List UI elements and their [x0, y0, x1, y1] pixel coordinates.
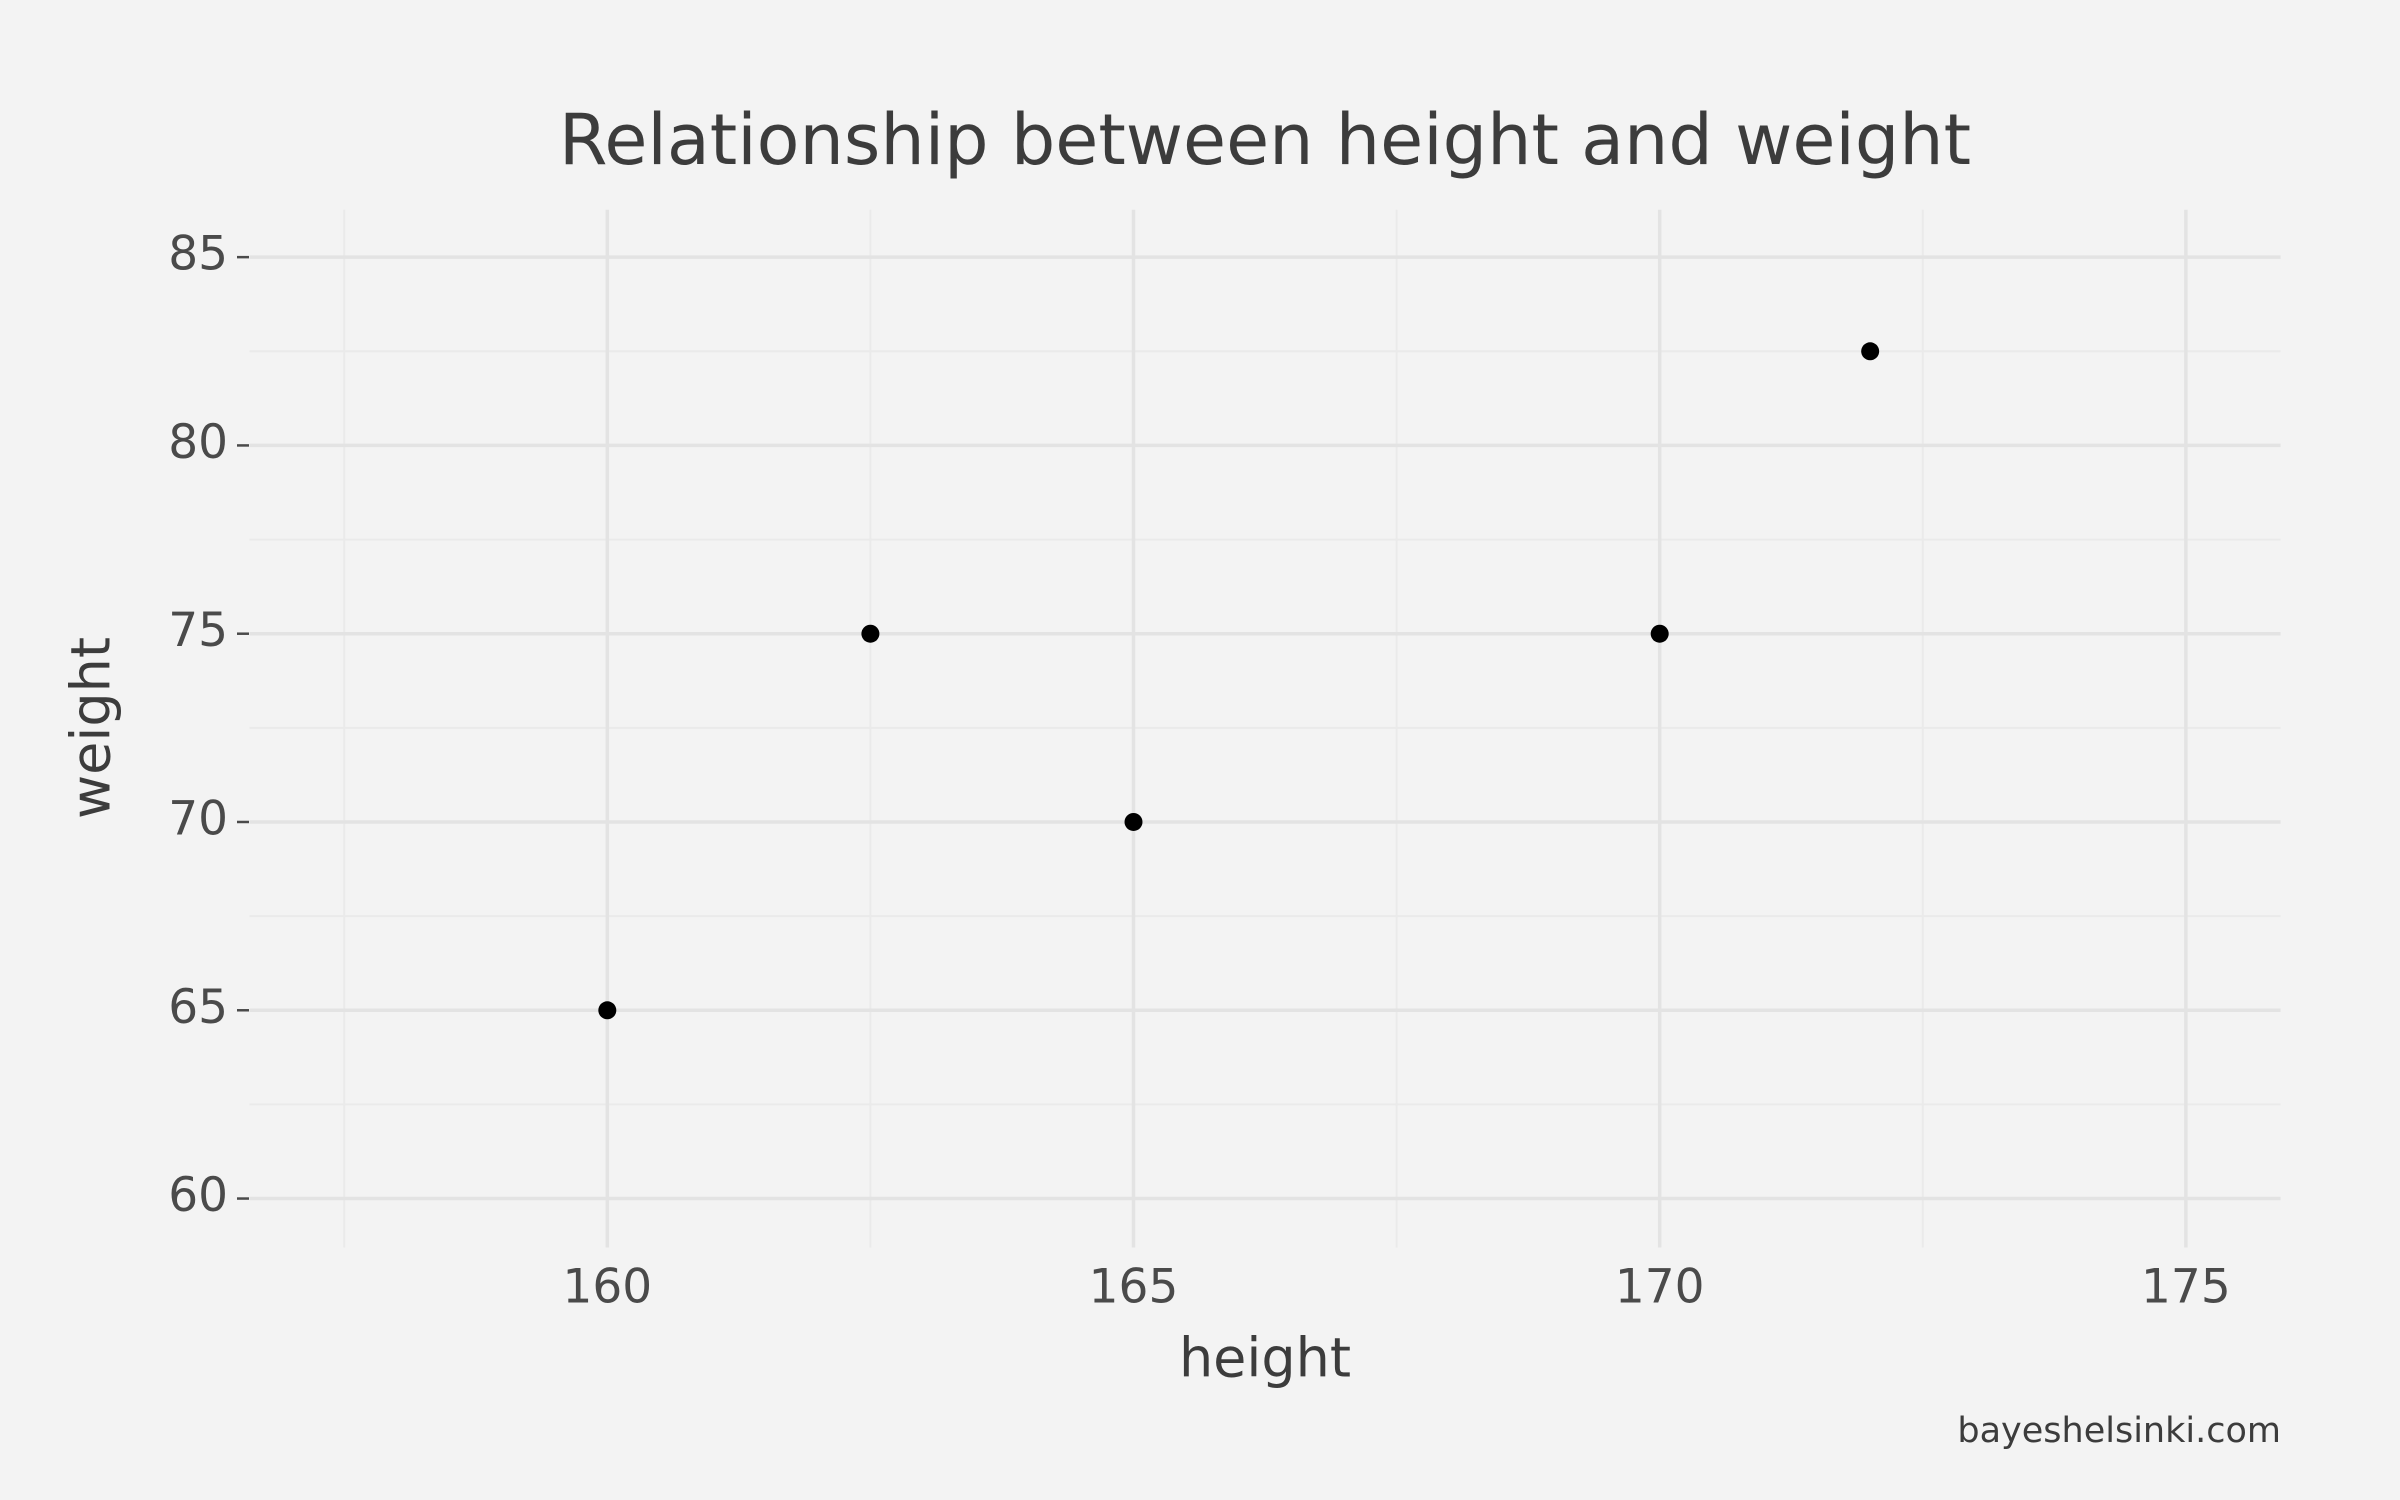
- caption: bayeshelsinki.com: [1957, 1411, 2281, 1451]
- x-tick-label: 160: [562, 1260, 652, 1315]
- x-tick-label: 175: [2141, 1260, 2231, 1315]
- x-tick-label: 170: [1615, 1260, 1705, 1315]
- point: [1124, 812, 1143, 831]
- x-axis-label: height: [1179, 1327, 1351, 1390]
- y-axis-label: weight: [60, 637, 123, 819]
- y-tick-label: 80: [168, 415, 228, 470]
- y-tick-label: 75: [168, 603, 228, 658]
- y-tick-label: 70: [168, 791, 228, 846]
- x-tick-label: 165: [1089, 1260, 1179, 1315]
- grid: [249, 209, 2281, 1248]
- point: [1861, 342, 1880, 361]
- y-tick-label: 65: [168, 980, 228, 1035]
- point: [598, 1001, 617, 1020]
- y-tick-label: 60: [168, 1168, 228, 1223]
- chart-title: Relationship between height and weight: [559, 99, 1971, 181]
- point: [861, 624, 880, 643]
- point: [1650, 624, 1669, 643]
- y-tick-label: 85: [168, 227, 228, 282]
